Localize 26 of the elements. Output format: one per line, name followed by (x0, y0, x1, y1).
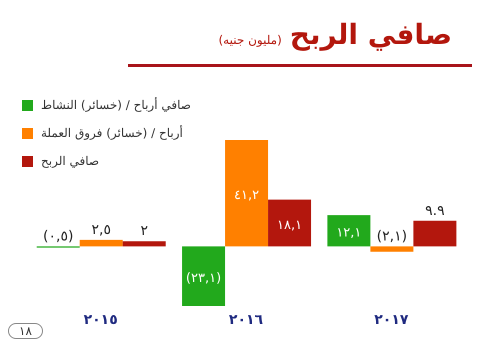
chart-title: صافي الربح (290, 18, 452, 51)
data-label: ٤١,٢ (234, 188, 260, 204)
bar (268, 200, 312, 246)
bar (413, 220, 456, 246)
bar (370, 246, 414, 252)
legend-label: صافي الربح (41, 154, 100, 168)
data-label: ٢ (140, 223, 148, 240)
data-label: ١٢,١ (336, 226, 362, 241)
bar (122, 241, 166, 246)
data-label: ١٨,١ (277, 218, 302, 233)
bar (225, 140, 268, 246)
data-label: ٩.٩ (425, 202, 445, 219)
data-label: (٢,١) (376, 228, 408, 244)
bar (327, 215, 370, 246)
data-label: (٢٣,١) (186, 271, 222, 286)
data-label: (٠,٥) (43, 228, 74, 244)
legend-label: صافي أرباح / (خسائر) النشاط (41, 98, 191, 112)
bar (80, 240, 123, 246)
bar (182, 246, 226, 306)
data-label: ٢,٥ (91, 222, 111, 238)
chart-subtitle: (مليون جنيه) (218, 33, 282, 47)
x-tick-label: ٢٠١٦ (228, 312, 264, 328)
legend-label: أرباح / (خسائر) فروق العملة (41, 126, 183, 140)
x-tick-label: ٢٠١٧ (374, 312, 409, 328)
x-tick-label: ٢٠١٥ (84, 312, 118, 328)
text: ١٨ (8, 323, 43, 339)
